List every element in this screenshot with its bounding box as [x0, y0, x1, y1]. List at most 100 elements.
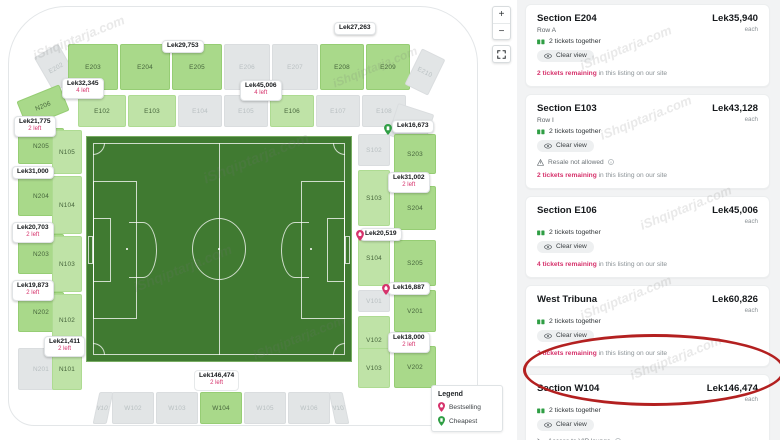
listing-price: Lek146,474	[706, 382, 758, 394]
listing-card-west-tribuna[interactable]: West Tribuna Lek60,826 each 2 tickets to…	[525, 284, 770, 367]
eye-icon	[544, 53, 552, 59]
stadium-map-pane[interactable]: E202 E203 E204 E205 E206 E207 E208 E209 …	[0, 0, 517, 440]
cheapest-marker-icon	[384, 124, 392, 135]
clear-view-pill[interactable]: Clear view	[537, 49, 594, 62]
section-S205[interactable]: S205	[394, 240, 436, 286]
price-tag-S204[interactable]: Lek31,002 2 left	[388, 172, 430, 194]
clear-view-pill[interactable]: Clear view	[537, 418, 594, 431]
listing-card-E204[interactable]: Section E204 Row A Lek35,940 each 2 tick…	[525, 4, 770, 87]
clear-view-pill[interactable]: Clear view	[537, 329, 594, 342]
listing-card-W104[interactable]: Section W104 Lek146,474 each 2 tickets t…	[525, 373, 770, 440]
section-label: N201	[32, 365, 50, 373]
clear-view-label: Clear view	[556, 52, 587, 60]
card-header: Section E106 Lek45,006 each	[537, 205, 758, 225]
ticket-listings-pane[interactable]: Section E204 Row A Lek35,940 each 2 tick…	[517, 0, 780, 440]
bestselling-marker-icon	[382, 284, 390, 295]
seats-icon	[537, 408, 545, 414]
clear-view-label: Clear view	[556, 421, 587, 429]
price-tag-N204[interactable]: Lek31,000	[12, 166, 54, 180]
price-amount: Lek16,673	[397, 122, 429, 129]
zoom-buttons-group[interactable]: + −	[492, 6, 511, 40]
section-E208[interactable]: E208	[320, 44, 364, 90]
clear-view-label: Clear view	[556, 142, 587, 150]
section-label: V102	[366, 336, 382, 344]
tickets-together-label: 2 tickets together	[549, 406, 601, 414]
section-V103[interactable]: V103	[358, 348, 390, 388]
clear-view-pill[interactable]: Clear view	[537, 240, 594, 253]
listing-section-name: West Tribuna	[537, 293, 598, 305]
card-left: West Tribuna	[537, 294, 597, 306]
section-N103[interactable]: N103	[52, 236, 82, 292]
price-amount: Lek29,753	[167, 42, 199, 49]
price-unit: each	[744, 115, 758, 123]
listing-card-E106[interactable]: Section E106 Lek45,006 each 2 tickets to…	[525, 195, 770, 278]
section-E103[interactable]: E103	[128, 95, 176, 127]
section-label: E205	[189, 63, 205, 71]
price-tag-E106[interactable]: Lek45,006 4 left	[240, 80, 282, 102]
remaining-count: 2 tickets remaining	[537, 69, 597, 77]
price-tag-N101[interactable]: Lek21,411 2 left	[44, 336, 86, 358]
six-yard-box-left	[93, 218, 111, 282]
remaining-count: 2 tickets remaining	[537, 171, 597, 179]
info-icon[interactable]	[615, 438, 621, 440]
tickets-left: 2 left	[210, 380, 224, 387]
section-label: W103	[168, 404, 186, 412]
card-right: Lek45,006 each	[712, 205, 758, 225]
tickets-remaining-row: 2 tickets remaining in this listing on o…	[537, 70, 758, 77]
price-tag-V201[interactable]: Lek16,887	[388, 282, 430, 296]
price-tag-E209[interactable]: Lek27,263	[334, 22, 376, 36]
price-amount: Lek21,775	[19, 118, 51, 125]
section-W102: W102	[112, 392, 154, 424]
listing-card-E103[interactable]: Section E103 Row I Lek43,128 each 2 tick…	[525, 93, 770, 189]
section-N104[interactable]: N104	[52, 176, 82, 234]
price-tag-E203[interactable]: Lek32,345 4 left	[62, 78, 104, 100]
section-label: W104	[212, 404, 230, 412]
section-S103[interactable]: S103	[358, 170, 390, 226]
section-E204[interactable]: E204	[120, 44, 170, 90]
card-header: West Tribuna Lek60,826 each	[537, 294, 758, 314]
section-label: V101	[366, 297, 382, 305]
eye-icon	[544, 333, 552, 339]
section-label: S102	[366, 146, 382, 154]
tickets-together-label: 2 tickets together	[549, 127, 601, 135]
section-E102[interactable]: E102	[78, 95, 126, 127]
section-label: W107	[329, 404, 349, 412]
penalty-arc-right	[281, 222, 309, 278]
section-W103: W103	[156, 392, 198, 424]
card-right: Lek35,940 each	[712, 13, 758, 33]
remaining-count: 4 tickets remaining	[537, 260, 597, 268]
price-tag-W104[interactable]: Lek146,474 2 left	[194, 370, 240, 392]
center-spot	[218, 248, 220, 250]
listing-section-name: Section E103	[537, 102, 597, 114]
section-S203[interactable]: S203	[394, 134, 436, 174]
section-label: N205	[32, 142, 50, 150]
fullscreen-button-group[interactable]	[492, 45, 511, 63]
tickets-left: 2 left	[28, 126, 42, 133]
zoom-out-button[interactable]: −	[493, 23, 510, 39]
price-tag-N203[interactable]: Lek20,703 2 left	[12, 222, 54, 244]
card-left: Section E106	[537, 205, 597, 217]
section-V201[interactable]: V201	[394, 290, 436, 332]
price-tag-N202[interactable]: Lek19,873 2 left	[12, 280, 54, 302]
fullscreen-icon[interactable]	[493, 46, 510, 62]
section-W106: W106	[288, 392, 330, 424]
price-unit: each	[744, 25, 758, 33]
price-amount: Lek45,006	[245, 82, 277, 89]
vip-lounge-label: Access to VIP lounge	[548, 438, 611, 440]
price-tag-V202[interactable]: Lek18,000 2 left	[388, 332, 430, 354]
section-W104[interactable]: W104	[200, 392, 242, 424]
price-tag-E205[interactable]: Lek29,753	[162, 40, 204, 54]
price-tag-N206[interactable]: Lek21,775 2 left	[14, 116, 56, 138]
price-tag-S203[interactable]: Lek16,673	[392, 120, 434, 134]
section-E209[interactable]: E209	[366, 44, 410, 90]
info-icon[interactable]	[607, 159, 614, 166]
zoom-in-button[interactable]: +	[498, 9, 505, 20]
map-zoom-controls[interactable]: + −	[492, 6, 511, 63]
goal-left	[88, 236, 93, 264]
section-N105[interactable]: N105	[52, 130, 82, 174]
price-amount: Lek19,873	[17, 282, 49, 289]
section-label: E103	[144, 107, 160, 115]
price-tag-S104[interactable]: Lek20,519	[360, 228, 402, 242]
section-S204[interactable]: S204	[394, 186, 436, 230]
clear-view-pill[interactable]: Clear view	[537, 139, 594, 152]
